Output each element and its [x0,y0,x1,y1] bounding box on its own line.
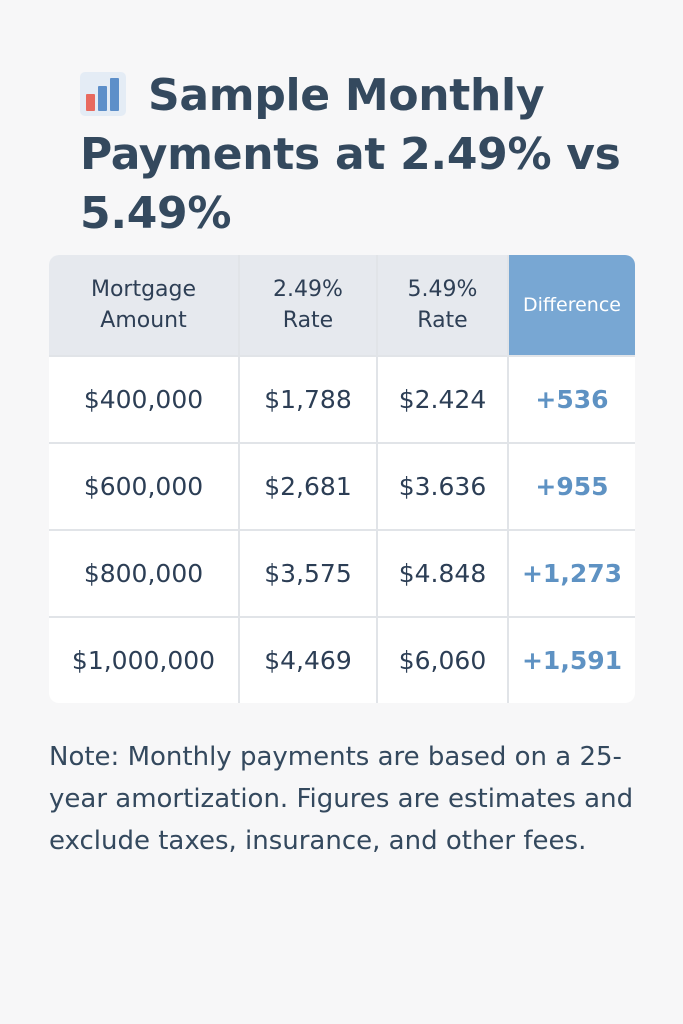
table-row: $400,000 $1,788 $2.424 +536 [49,355,635,442]
bar-chart-icon [80,72,126,116]
payments-table: Mortgage Amount 2.49% Rate 5.49% Rate Di… [49,255,635,703]
table-row: $1,000,000 $4,469 $6,060 +1,591 [49,616,635,703]
cell-rate-5-49: $4.848 [378,531,509,616]
cell-rate-2-49: $3,575 [240,531,378,616]
cell-mortgage-amount: $800,000 [49,531,240,616]
header-difference: Difference [509,255,635,355]
cell-difference: +1,591 [521,646,623,675]
header-rate-2-49: 2.49% Rate [240,255,378,355]
table-row: $800,000 $3,575 $4.848 +1,273 [49,529,635,616]
cell-difference: +536 [535,385,609,414]
cell-mortgage-amount: $600,000 [49,444,240,529]
footnote: Note: Monthly payments are based on a 25… [49,742,634,856]
title-block: Sample Monthly Payments at 2.49% vs 5.49… [80,66,640,243]
cell-mortgage-amount: $1,000,000 [49,618,240,703]
cell-difference: +955 [535,472,609,501]
page-title-text: Sample Monthly Payments at 2.49% vs 5.49… [80,70,621,239]
cell-rate-2-49: $1,788 [240,357,378,442]
page-title: Sample Monthly Payments at 2.49% vs 5.49… [80,66,640,243]
cell-mortgage-amount: $400,000 [49,357,240,442]
cell-rate-5-49: $3.636 [378,444,509,529]
cell-difference: +1,273 [521,559,623,588]
cell-rate-2-49: $2,681 [240,444,378,529]
cell-rate-5-49: $2.424 [378,357,509,442]
table-header-row: Mortgage Amount 2.49% Rate 5.49% Rate Di… [49,255,635,355]
cell-rate-5-49: $6,060 [378,618,509,703]
header-rate-5-49: 5.49% Rate [378,255,509,355]
cell-rate-2-49: $4,469 [240,618,378,703]
table-row: $600,000 $2,681 $3.636 +955 [49,442,635,529]
header-mortgage-amount: Mortgage Amount [49,255,240,355]
